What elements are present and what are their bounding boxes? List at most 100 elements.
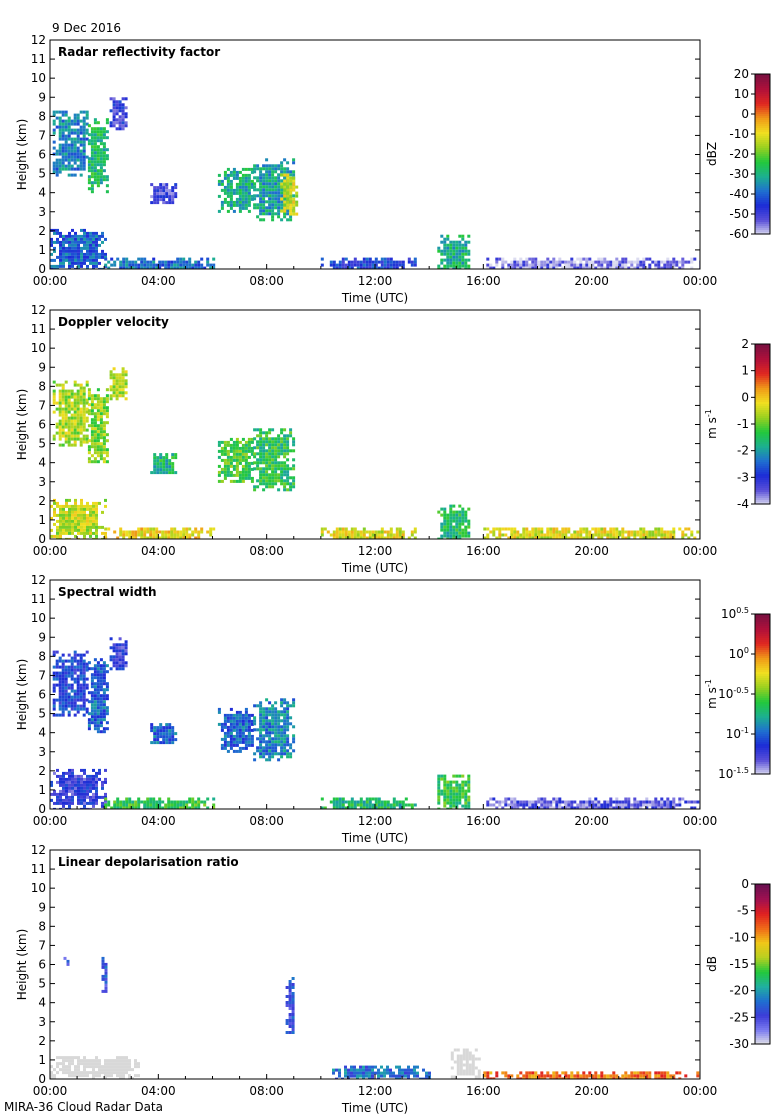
colorbar-step (755, 642, 770, 645)
colorbar-step (755, 496, 770, 499)
colorbar-step (755, 992, 770, 995)
x-tick-label: 12:00 (358, 814, 393, 828)
colorbar-step (755, 134, 770, 137)
colorbar-step (755, 916, 770, 919)
cloud-region (332, 1065, 431, 1079)
x-tick-label: 00:00 (33, 814, 68, 828)
colorbar-unit: dBZ (705, 142, 719, 166)
colorbar-step (755, 358, 770, 361)
colorbar-step (755, 76, 770, 79)
colorbar-step (755, 668, 770, 671)
colorbar-tick-label: -15 (729, 957, 749, 971)
colorbar-step (755, 158, 770, 161)
cloud-region (109, 97, 128, 131)
x-tick-label: 12:00 (358, 544, 393, 558)
colorbar-step (755, 1034, 770, 1037)
colorbar-step (755, 344, 770, 347)
y-axis-label: Height (km) (15, 659, 29, 730)
plot-frame (49, 579, 701, 810)
colorbar-step (755, 756, 770, 759)
colorbar-step (755, 120, 770, 123)
colorbar-tick-label: -30 (729, 1037, 749, 1051)
colorbar-step (755, 632, 770, 635)
colorbar-step (755, 204, 770, 207)
colorbar-step (755, 446, 770, 449)
colorbar-step (755, 232, 770, 235)
x-axis-label: Time (UTC) (341, 1101, 408, 1115)
colorbar-step (755, 456, 770, 459)
colorbar-step (755, 694, 770, 697)
y-tick-label: 1 (38, 243, 46, 257)
colorbar-step (755, 150, 770, 153)
colorbar-step (755, 144, 770, 147)
y-tick-label: 6 (38, 958, 46, 972)
colorbar-step (755, 396, 770, 399)
colorbar-step (755, 224, 770, 227)
y-tick-label: 7 (38, 128, 46, 142)
colorbar-step (755, 468, 770, 471)
colorbar-step (755, 484, 770, 487)
colorbar-step (755, 666, 770, 669)
colorbar-step (755, 884, 770, 887)
colorbar-step (755, 226, 770, 229)
colorbar-step (755, 162, 770, 165)
y-tick-label: 9 (38, 90, 46, 104)
colorbar-step (755, 1024, 770, 1027)
colorbar-step (755, 758, 770, 761)
colorbar-step (755, 686, 770, 689)
x-tick-label: 00:00 (33, 274, 68, 288)
colorbar-step (755, 966, 770, 969)
colorbar-unit: m s-1 (704, 409, 719, 439)
colorbar-step (755, 372, 770, 375)
colorbar-step (755, 442, 770, 445)
cloud-region (450, 1048, 481, 1079)
colorbar-step (755, 650, 770, 653)
cloud-region (104, 797, 216, 809)
colorbar-step (755, 690, 770, 693)
colorbar-tick-label: -10 (729, 930, 749, 944)
colorbar-step (755, 626, 770, 629)
colorbar-tick-label: -5 (737, 904, 749, 918)
colorbar-step (755, 740, 770, 743)
y-tick-label: 11 (31, 592, 46, 606)
colorbar-step (755, 82, 770, 85)
colorbar-step (755, 988, 770, 991)
cloud-region (50, 498, 107, 539)
y-tick-label: 8 (38, 379, 46, 393)
colorbar-step (755, 684, 770, 687)
colorbar-step (755, 174, 770, 177)
colorbar-tick-label: 0 (741, 390, 749, 404)
colorbar-step (755, 370, 770, 373)
colorbar-step (755, 722, 770, 725)
y-tick-label: 6 (38, 418, 46, 432)
colorbar-step (755, 414, 770, 417)
colorbar-step (755, 412, 770, 415)
colorbar-step (755, 436, 770, 439)
cloud-region (87, 118, 109, 194)
colorbar-step (755, 1032, 770, 1035)
colorbar-step (755, 450, 770, 453)
colorbar-tick-label: -2 (737, 444, 749, 458)
colorbar-step (755, 440, 770, 443)
x-tick-label: 00:00 (683, 1084, 718, 1098)
colorbar-step (755, 748, 770, 751)
cloud-region (104, 257, 216, 269)
colorbar-tick-label: -60 (729, 227, 749, 241)
cloud-region (87, 658, 109, 734)
colorbar-step (755, 618, 770, 621)
colorbar-step (755, 470, 770, 473)
colorbar-step (755, 940, 770, 943)
colorbar-step (755, 954, 770, 957)
colorbar-step (755, 492, 770, 495)
plot-frame (49, 39, 701, 270)
colorbar-tick-label: -25 (729, 1010, 749, 1024)
data-field (50, 637, 700, 809)
colorbar-step (755, 730, 770, 733)
colorbar-step (755, 96, 770, 99)
colorbar-step (755, 914, 770, 917)
colorbar-step (755, 956, 770, 959)
colorbar-step (755, 692, 770, 695)
colorbar-step (755, 936, 770, 939)
x-tick-label: 04:00 (141, 274, 176, 288)
colorbar-step (755, 908, 770, 911)
